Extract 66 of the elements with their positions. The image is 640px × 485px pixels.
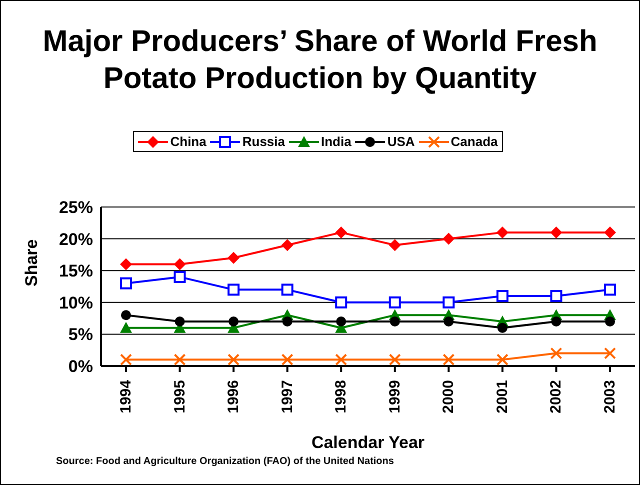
point: [442, 296, 455, 308]
point: [120, 277, 132, 290]
point: [174, 270, 186, 283]
x-tick-label: 1996: [225, 380, 242, 414]
point: [388, 239, 401, 252]
x-tick-label: 1998: [332, 380, 350, 414]
x-tick-label: 1997: [278, 380, 296, 414]
point: [121, 310, 131, 320]
point: [550, 226, 562, 238]
point: [550, 290, 562, 302]
point: [550, 347, 562, 360]
legend-label: Canada: [450, 134, 498, 149]
point: [605, 316, 615, 326]
y-tick-label: 25%: [58, 198, 93, 218]
point: [388, 296, 401, 308]
chart-title: Major Producers’ Share of World Fresh Potato Production by Quantity: [42, 24, 598, 97]
y-tick-label: 20%: [58, 230, 93, 249]
point: [335, 296, 348, 308]
source-note: Source: Food and Agriculture Organization (FAO) of the United Nations: [56, 456, 394, 467]
point: [390, 316, 400, 326]
y-tick-label: 10%: [58, 293, 93, 312]
point: [551, 316, 562, 326]
point: [442, 232, 455, 245]
x-tick-label: 2002: [548, 380, 565, 414]
point: [497, 322, 508, 333]
y-tick-label: 15%: [58, 262, 93, 281]
point: [604, 347, 616, 360]
point: [120, 354, 132, 366]
point: [228, 284, 240, 296]
x-tick-label: 2000: [440, 380, 458, 414]
point: [281, 354, 294, 366]
point: [281, 284, 294, 296]
x-tick-label: 1994: [118, 379, 134, 414]
point: [281, 239, 294, 252]
point: [388, 354, 401, 366]
x-axis-title: Calendar Year: [311, 433, 425, 452]
y-axis-title: Share: [22, 239, 42, 286]
point: [174, 316, 185, 326]
y-tick-label: 5%: [68, 325, 93, 344]
point: [444, 316, 454, 326]
point: [496, 354, 508, 366]
point: [335, 226, 348, 238]
legend-label: India: [321, 134, 352, 149]
point: [496, 290, 508, 302]
point: [174, 354, 186, 366]
legend-label: Russia: [242, 134, 285, 149]
point: [604, 226, 616, 238]
x-tick-label: 1995: [171, 380, 188, 414]
point: [120, 322, 132, 333]
x-tick-label: 1999: [386, 380, 404, 414]
point: [174, 258, 186, 270]
point: [120, 258, 132, 270]
point: [282, 316, 292, 326]
legend-label: China: [170, 134, 206, 149]
legend-label: USA: [387, 134, 415, 149]
point: [228, 316, 239, 326]
point: [496, 226, 508, 238]
point: [442, 354, 455, 366]
x-tick-label: 2001: [494, 380, 511, 414]
point: [336, 316, 346, 326]
y-tick-label: 0%: [68, 357, 93, 376]
point: [228, 354, 240, 366]
point: [604, 284, 616, 296]
point: [335, 354, 348, 366]
x-tick-label: 2003: [602, 380, 618, 414]
point: [228, 252, 240, 264]
